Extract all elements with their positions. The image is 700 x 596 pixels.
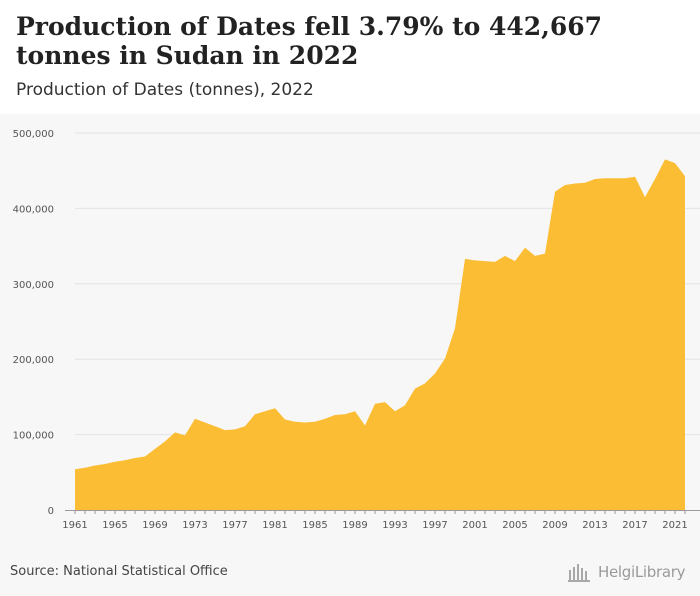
y-tick-label: 0	[48, 506, 54, 517]
x-tick-label: 1985	[302, 520, 327, 531]
y-tick-label: 500,000	[13, 129, 54, 140]
logo-text: HelgiLibrary	[598, 563, 686, 581]
area-series	[75, 159, 685, 510]
x-tick-label: 1981	[262, 520, 287, 531]
chart-header: Production of Dates fell 3.79% to 442,66…	[0, 0, 700, 114]
y-tick-label: 100,000	[13, 431, 54, 442]
chart-subtitle: Production of Dates (tonnes), 2022	[16, 80, 314, 100]
x-tick-label: 1969	[142, 520, 167, 531]
x-tick-label: 1993	[382, 520, 407, 531]
area-path	[75, 159, 685, 510]
y-tick-label: 400,000	[13, 204, 54, 215]
x-tick-label: 1965	[102, 520, 127, 531]
x-tick-label: 2017	[622, 520, 647, 531]
x-tick-label: 1997	[422, 520, 447, 531]
x-tick-label: 1989	[342, 520, 367, 531]
x-tick-label: 2021	[662, 520, 687, 531]
x-tick-label: 1973	[182, 520, 207, 531]
y-tick-label: 200,000	[13, 355, 54, 366]
library-logo-icon	[568, 564, 590, 582]
x-tick-label: 1961	[62, 520, 87, 531]
helgi-library-logo: HelgiLibrary	[568, 561, 686, 583]
x-tick-label: 2013	[582, 520, 607, 531]
x-tick-label: 2001	[462, 520, 487, 531]
x-tick-label: 2005	[502, 520, 527, 531]
x-tick-label: 2009	[542, 520, 567, 531]
axes: 0 100,000 200,000 300,000 400,000 500,000 1961…	[13, 129, 700, 531]
chart-title: Production of Dates fell 3.79% to 442,66…	[16, 12, 603, 70]
source-note: Source: National Statistical Office	[10, 564, 228, 579]
x-tick-label: 1977	[222, 520, 247, 531]
y-tick-label: 300,000	[13, 280, 54, 291]
